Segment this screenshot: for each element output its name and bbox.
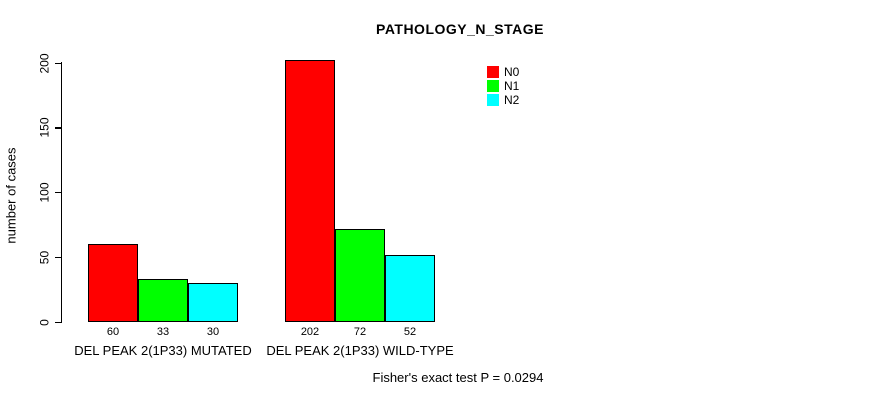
y-tick-label: 200 xyxy=(37,52,52,74)
bar-value-label: 30 xyxy=(206,326,220,338)
bar-value-label: 72 xyxy=(353,326,367,338)
category-label: DEL PEAK 2(1P33) WILD-TYPE xyxy=(266,343,454,358)
y-tick-label: 150 xyxy=(37,117,52,138)
legend-label: N2 xyxy=(504,93,520,107)
legend-row: N1 xyxy=(487,79,519,93)
bar-value-label: 52 xyxy=(403,326,417,338)
bar xyxy=(335,228,385,322)
legend-swatch xyxy=(487,94,499,106)
bar-value-label: 33 xyxy=(156,326,170,338)
y-tick xyxy=(55,192,62,194)
y-axis-label: number of cases xyxy=(3,147,19,244)
category-label: DEL PEAK 2(1P33) MUTATED xyxy=(74,343,252,358)
y-tick xyxy=(55,127,62,129)
y-tick-label: 0 xyxy=(37,318,52,326)
y-tick-label: 100 xyxy=(37,182,52,203)
legend: N0 N1 N2 xyxy=(487,65,519,107)
legend-swatch xyxy=(487,80,499,92)
bar xyxy=(188,283,238,322)
chart-title: PATHOLOGY_N_STAGE xyxy=(376,21,544,37)
stat-annotation: Fisher's exact test P = 0.0294 xyxy=(372,370,544,385)
legend-label: N0 xyxy=(504,65,520,79)
bar xyxy=(385,254,435,322)
y-tick xyxy=(55,321,62,323)
legend-row: N2 xyxy=(487,93,519,107)
y-tick xyxy=(55,62,62,64)
legend-row: N0 xyxy=(487,65,519,79)
legend-swatch xyxy=(487,66,499,78)
bar xyxy=(88,244,138,322)
legend-label: N1 xyxy=(504,79,520,93)
bar-value-label: 202 xyxy=(300,326,320,338)
bar xyxy=(138,279,188,322)
y-tick xyxy=(55,256,62,259)
bar xyxy=(285,60,335,322)
y-tick-label: 50 xyxy=(37,250,52,264)
bar-value-label: 60 xyxy=(106,326,120,338)
